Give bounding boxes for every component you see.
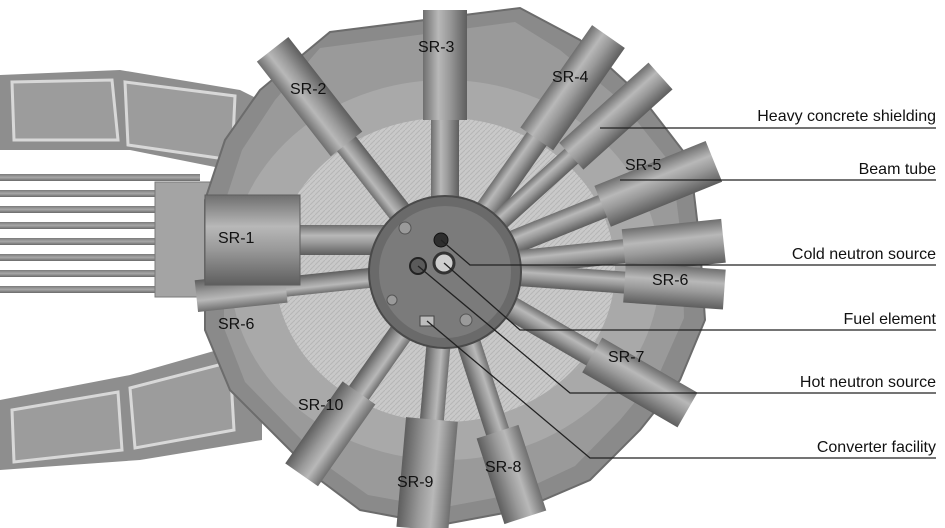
upper-guide-building: [0, 70, 260, 175]
neutron-guides: [0, 174, 211, 298]
label-sr-6-left: SR-6: [218, 316, 255, 333]
callout-converter-facility: Converter facility: [817, 439, 936, 456]
callout-cold-neutron-source: Cold neutron source: [792, 246, 936, 263]
callout-fuel-element: Fuel element: [844, 311, 937, 328]
label-sr-1: SR-1: [218, 230, 255, 247]
label-sr-8: SR-8: [485, 459, 522, 476]
callout-beam-tube: Beam tube: [859, 161, 936, 178]
callout-leader-lines: [417, 127, 936, 459]
lower-guide-building: [0, 345, 262, 470]
label-sr-5: SR-5: [625, 157, 662, 174]
callout-heavy-concrete-shielding: Heavy concrete shielding: [757, 108, 936, 125]
label-sr-10: SR-10: [298, 397, 343, 414]
callout-hot-neutron-source: Hot neutron source: [800, 374, 936, 391]
label-sr-9: SR-9: [397, 474, 434, 491]
label-sr-2: SR-2: [290, 81, 327, 98]
label-sr-6-right: SR-6: [652, 272, 689, 289]
label-sr-3: SR-3: [418, 39, 455, 56]
label-sr-4: SR-4: [552, 69, 589, 86]
label-sr-7: SR-7: [608, 349, 645, 366]
